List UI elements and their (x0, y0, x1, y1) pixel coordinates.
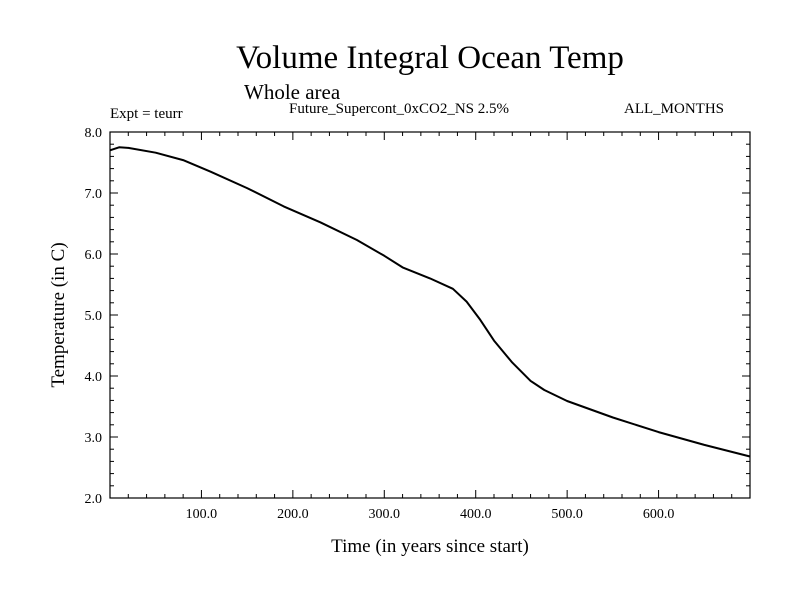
x-tick-label: 100.0 (186, 507, 218, 522)
x-tick-label: 200.0 (277, 507, 309, 522)
plot-frame (109, 131, 751, 499)
y-axis-label: Temperature (in C) (48, 242, 69, 387)
months-label: ALL_MONTHS (624, 101, 724, 117)
y-tick-label: 6.0 (85, 248, 103, 263)
series-line (109, 146, 751, 458)
tick-marks (110, 132, 750, 498)
y-tick-label: 3.0 (85, 431, 103, 446)
x-tick-label: 500.0 (551, 507, 583, 522)
y-tick-label: 8.0 (85, 126, 103, 141)
experiment-name-label: Future_Supercont_0xCO2_NS 2.5% (289, 101, 509, 117)
y-tick-label: 4.0 (85, 370, 103, 385)
chart-title: Volume Integral Ocean Temp (236, 40, 624, 76)
x-axis-label: Time (in years since start) (331, 536, 529, 557)
experiment-id-label: Expt = teurr (110, 106, 183, 122)
x-tick-label: 400.0 (460, 507, 492, 522)
tick-labels: 100.0 200.0 300.0 400.0 500.0 600.0 2.0 3.0 4.0 5… (85, 126, 675, 522)
chart-subtitle: Whole area (244, 80, 341, 104)
x-tick-label: 600.0 (643, 507, 675, 522)
x-tick-label: 300.0 (369, 507, 401, 522)
y-tick-label: 7.0 (85, 187, 103, 202)
y-tick-label: 2.0 (85, 492, 103, 507)
y-tick-label: 5.0 (85, 309, 103, 324)
